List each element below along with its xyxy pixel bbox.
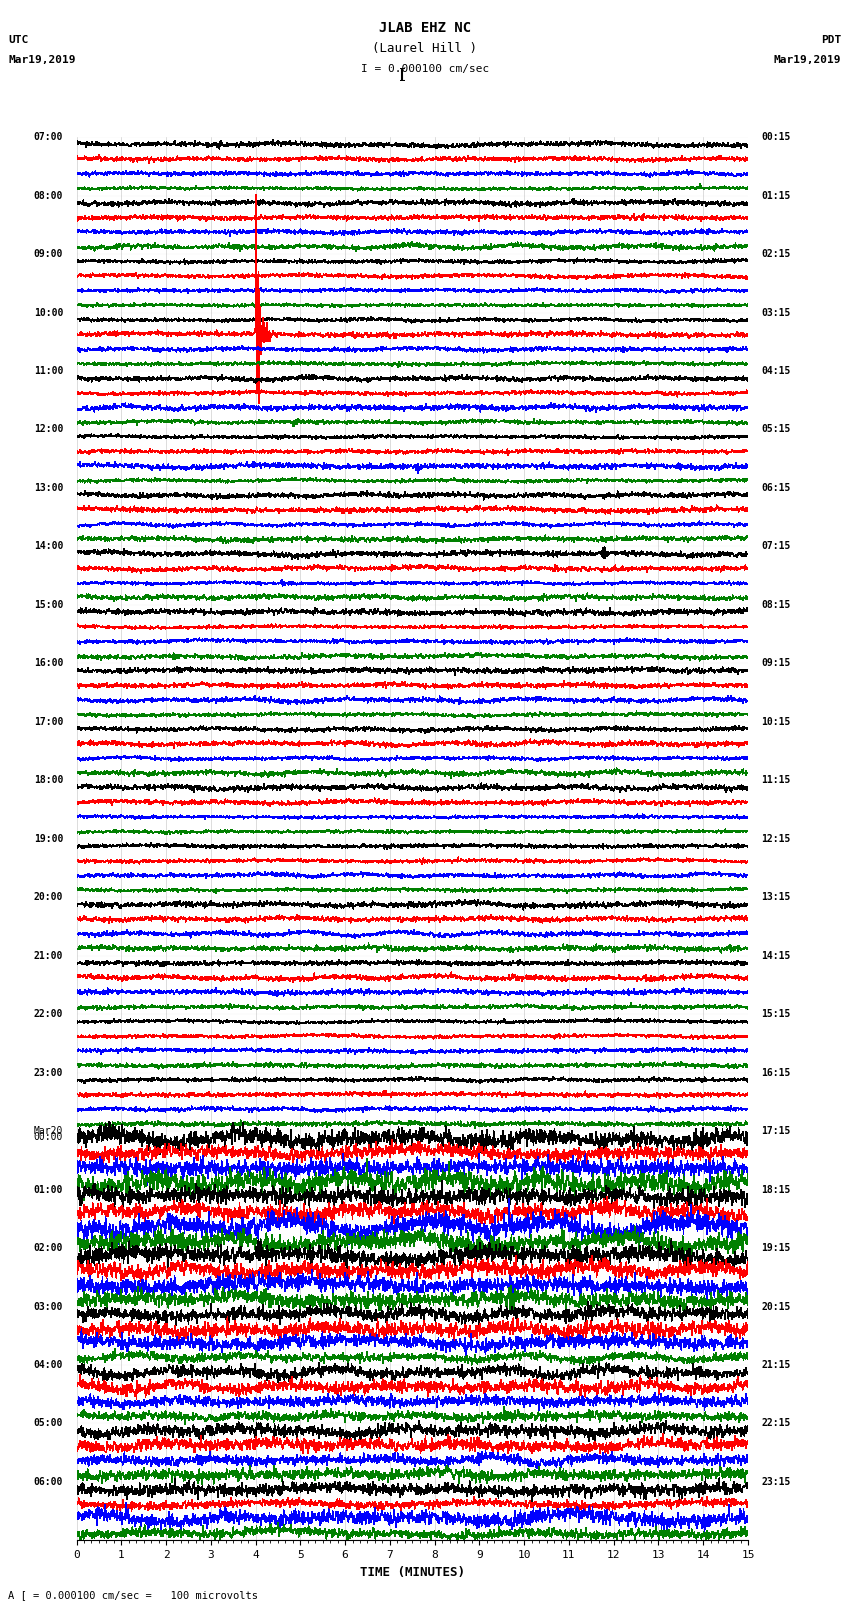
Text: 06:15: 06:15 <box>762 482 790 494</box>
Text: 07:15: 07:15 <box>762 542 790 552</box>
Text: PDT: PDT <box>821 35 842 45</box>
Text: 11:00: 11:00 <box>34 366 63 376</box>
Text: UTC: UTC <box>8 35 29 45</box>
Text: 13:15: 13:15 <box>762 892 790 902</box>
Text: 03:00: 03:00 <box>34 1302 63 1311</box>
Text: 05:15: 05:15 <box>762 424 790 434</box>
Text: 09:00: 09:00 <box>34 248 63 260</box>
Text: 04:00: 04:00 <box>34 1360 63 1369</box>
Text: A [ = 0.000100 cm/sec =   100 microvolts: A [ = 0.000100 cm/sec = 100 microvolts <box>8 1590 258 1600</box>
Text: 07:00: 07:00 <box>34 132 63 142</box>
Text: 19:15: 19:15 <box>762 1244 790 1253</box>
Text: (Laurel Hill ): (Laurel Hill ) <box>372 42 478 55</box>
Text: Mar19,2019: Mar19,2019 <box>774 55 842 65</box>
Text: 20:15: 20:15 <box>762 1302 790 1311</box>
Text: 17:00: 17:00 <box>34 716 63 727</box>
Text: 18:00: 18:00 <box>34 776 63 786</box>
Text: 02:00: 02:00 <box>34 1244 63 1253</box>
Text: 00:00: 00:00 <box>34 1132 63 1142</box>
Text: 02:15: 02:15 <box>762 248 790 260</box>
Text: 15:15: 15:15 <box>762 1010 790 1019</box>
Text: 08:00: 08:00 <box>34 190 63 200</box>
Text: 22:15: 22:15 <box>762 1418 790 1429</box>
Text: 21:15: 21:15 <box>762 1360 790 1369</box>
Text: 09:15: 09:15 <box>762 658 790 668</box>
Text: Mar20: Mar20 <box>34 1126 63 1136</box>
Text: 18:15: 18:15 <box>762 1184 790 1195</box>
Text: 21:00: 21:00 <box>34 950 63 961</box>
Text: 04:15: 04:15 <box>762 366 790 376</box>
Text: 01:15: 01:15 <box>762 190 790 200</box>
Text: 13:00: 13:00 <box>34 482 63 494</box>
Text: 23:15: 23:15 <box>762 1478 790 1487</box>
Text: 17:15: 17:15 <box>762 1126 790 1136</box>
Text: 20:00: 20:00 <box>34 892 63 902</box>
Text: 16:00: 16:00 <box>34 658 63 668</box>
Text: 05:00: 05:00 <box>34 1418 63 1429</box>
Text: 19:00: 19:00 <box>34 834 63 844</box>
X-axis label: TIME (MINUTES): TIME (MINUTES) <box>360 1566 465 1579</box>
Text: 03:15: 03:15 <box>762 308 790 318</box>
Text: 12:15: 12:15 <box>762 834 790 844</box>
Text: 14:00: 14:00 <box>34 542 63 552</box>
Text: Mar19,2019: Mar19,2019 <box>8 55 76 65</box>
Text: 08:15: 08:15 <box>762 600 790 610</box>
Text: 14:15: 14:15 <box>762 950 790 961</box>
Text: 16:15: 16:15 <box>762 1068 790 1077</box>
Text: I = 0.000100 cm/sec: I = 0.000100 cm/sec <box>361 65 489 74</box>
Text: 15:00: 15:00 <box>34 600 63 610</box>
Text: 06:00: 06:00 <box>34 1478 63 1487</box>
Text: 10:15: 10:15 <box>762 716 790 727</box>
Text: 01:00: 01:00 <box>34 1184 63 1195</box>
Text: JLAB EHZ NC: JLAB EHZ NC <box>379 21 471 35</box>
Text: 12:00: 12:00 <box>34 424 63 434</box>
Text: 23:00: 23:00 <box>34 1068 63 1077</box>
Text: 00:15: 00:15 <box>762 132 790 142</box>
Text: 22:00: 22:00 <box>34 1010 63 1019</box>
Text: 10:00: 10:00 <box>34 308 63 318</box>
Text: 11:15: 11:15 <box>762 776 790 786</box>
